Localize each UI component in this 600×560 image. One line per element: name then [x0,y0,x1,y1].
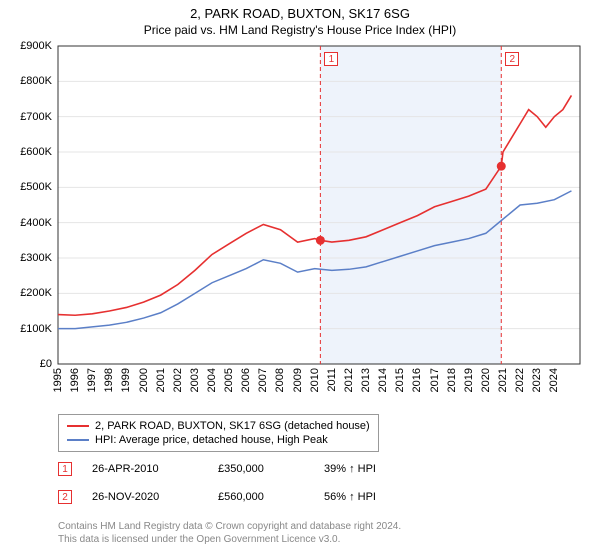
x-tick-label: 2020 [480,368,492,392]
legend-swatch-hpi [67,439,89,441]
legend-swatch-price-paid [67,425,89,427]
x-tick-label: 2011 [326,368,338,392]
x-tick-label: 2016 [411,368,423,392]
x-tick-label: 1999 [120,368,132,392]
x-tick-label: 2001 [155,368,167,392]
legend-label-hpi: HPI: Average price, detached house, High… [95,434,328,446]
chart-marker-box: 2 [505,52,519,66]
sale-price-1: £350,000 [218,463,318,475]
legend-row-price-paid: 2, PARK ROAD, BUXTON, SK17 6SG (detached… [67,419,370,433]
chart-marker-box: 1 [324,52,338,66]
sale-date-2: 26-NOV-2020 [92,491,212,503]
x-tick-label: 2013 [360,368,372,392]
x-tick-label: 1996 [69,368,81,392]
sale-hpi-2: 56% ↑ HPI [324,491,376,503]
x-tick-label: 2007 [257,368,269,392]
x-tick-label: 2017 [429,368,441,392]
footer: Contains HM Land Registry data © Crown c… [58,520,401,546]
x-tick-label: 1995 [52,368,64,392]
legend: 2, PARK ROAD, BUXTON, SK17 6SG (detached… [58,414,379,452]
y-tick-label: £400K [0,217,52,229]
footer-line-2: This data is licensed under the Open Gov… [58,533,401,546]
y-tick-label: £0 [0,358,52,370]
x-tick-label: 2015 [394,368,406,392]
sale-row-1: 1 26-APR-2010 £350,000 39% ↑ HPI [58,462,376,476]
x-tick-label: 2002 [172,368,184,392]
x-tick-label: 1997 [86,368,98,392]
x-tick-label: 2019 [463,368,475,392]
x-tick-label: 2005 [223,368,235,392]
sale-marker-1: 1 [58,462,72,476]
legend-label-price-paid: 2, PARK ROAD, BUXTON, SK17 6SG (detached… [95,420,370,432]
x-tick-label: 2014 [377,368,389,392]
x-tick-label: 1998 [103,368,115,392]
footer-line-1: Contains HM Land Registry data © Crown c… [58,520,401,533]
x-tick-label: 2024 [548,368,560,392]
x-tick-label: 2010 [309,368,321,392]
y-tick-label: £700K [0,111,52,123]
y-tick-label: £300K [0,252,52,264]
y-tick-label: £900K [0,40,52,52]
x-tick-label: 2018 [446,368,458,392]
legend-row-hpi: HPI: Average price, detached house, High… [67,433,370,447]
y-tick-label: £600K [0,146,52,158]
sale-date-1: 26-APR-2010 [92,463,212,475]
x-tick-label: 2000 [138,368,150,392]
sale-hpi-1: 39% ↑ HPI [324,463,376,475]
y-tick-label: £100K [0,323,52,335]
y-tick-label: £200K [0,287,52,299]
chart-container: 2, PARK ROAD, BUXTON, SK17 6SG Price pai… [0,0,600,560]
x-tick-label: 2003 [189,368,201,392]
x-tick-label: 2006 [240,368,252,392]
sale-marker-2: 2 [58,490,72,504]
x-tick-label: 2004 [206,368,218,392]
x-tick-label: 2022 [514,368,526,392]
x-tick-label: 2021 [497,368,509,392]
x-tick-label: 2009 [292,368,304,392]
sale-row-2: 2 26-NOV-2020 £560,000 56% ↑ HPI [58,490,376,504]
x-tick-label: 2023 [531,368,543,392]
sale-price-2: £560,000 [218,491,318,503]
y-tick-label: £800K [0,75,52,87]
x-tick-label: 2008 [274,368,286,392]
y-tick-label: £500K [0,181,52,193]
x-tick-label: 2012 [343,368,355,392]
